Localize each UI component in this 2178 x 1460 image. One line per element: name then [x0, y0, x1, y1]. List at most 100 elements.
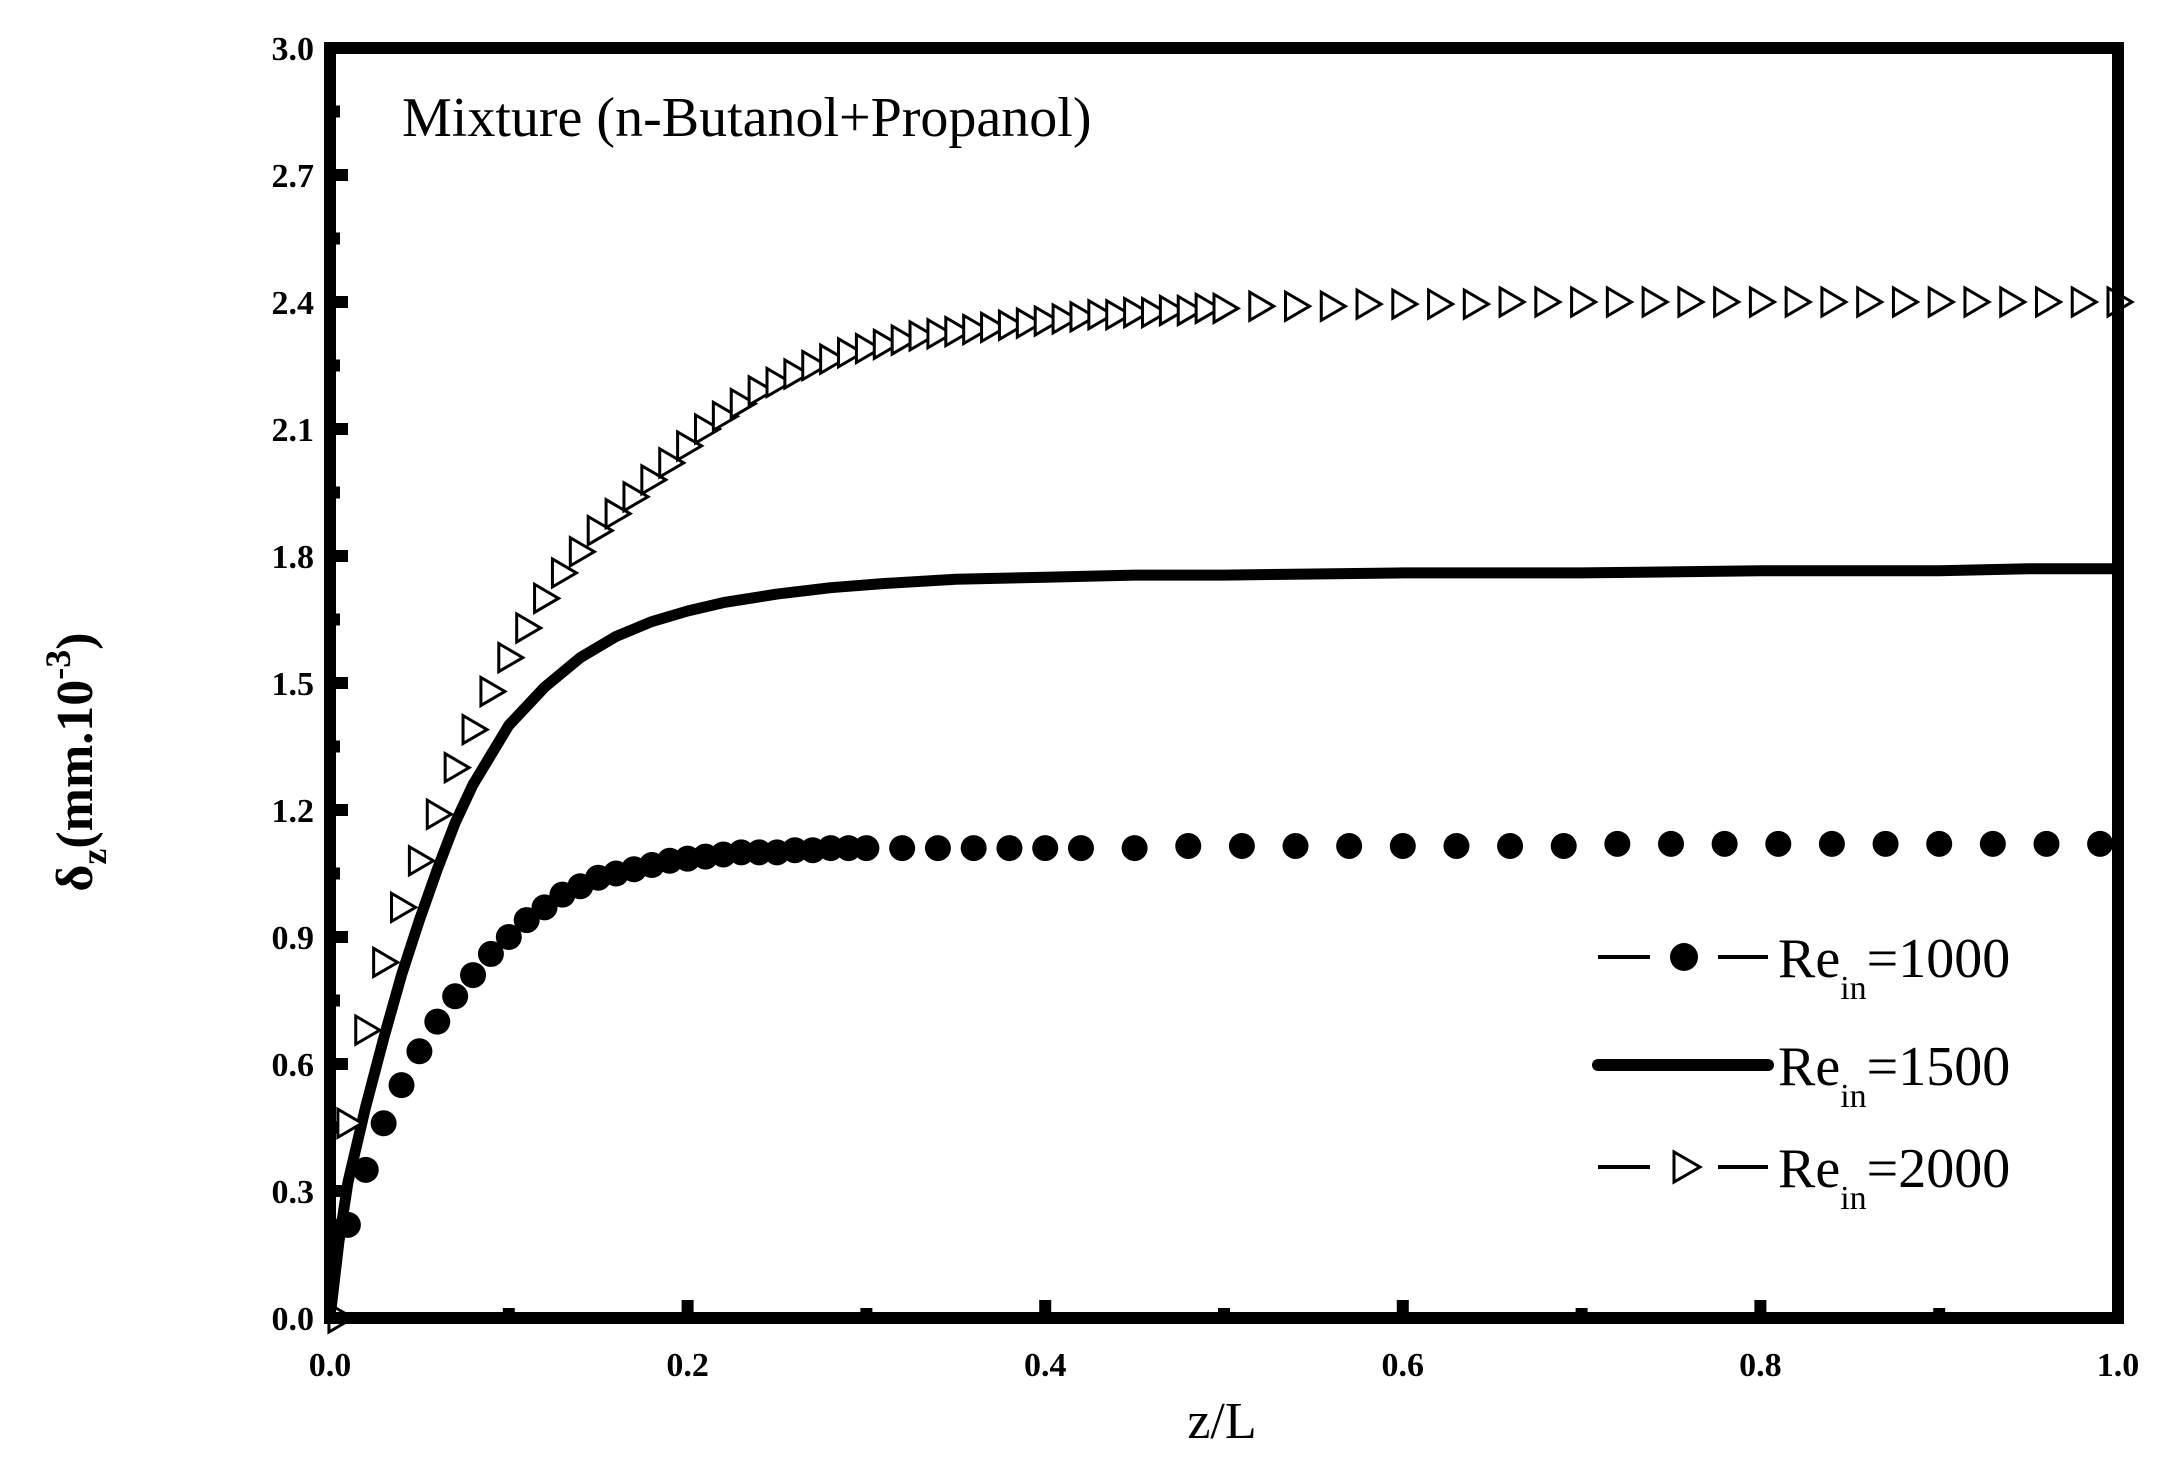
data-point: [388, 1072, 415, 1099]
data-point: [962, 312, 991, 347]
legend-label: Rein=1500: [1778, 1036, 2010, 1115]
data-point: [1534, 285, 1563, 319]
x-tick-label: 0.0: [309, 1347, 352, 1384]
data-point: [461, 712, 491, 747]
data-point: [1713, 285, 1742, 319]
data-point: [2070, 285, 2100, 319]
data-point: [854, 331, 884, 366]
legend-label: Rein=2000: [1778, 1138, 2010, 1217]
data-point: [1443, 832, 1470, 859]
series-re-in-1500: [324, 563, 2124, 1324]
data-point: [1427, 287, 1456, 321]
data-point: [889, 835, 916, 862]
data-point: [1176, 293, 1206, 328]
data-point: [1604, 830, 1631, 857]
legend-label-main: Re: [1778, 1138, 1840, 1200]
data-point: [1963, 285, 1992, 319]
data-point: [872, 327, 902, 361]
data-point: [1927, 285, 1957, 319]
data-point: [1641, 285, 1671, 319]
data-point: [765, 365, 794, 400]
data-point: [1711, 830, 1738, 857]
data-point: [479, 674, 508, 709]
data-point: [997, 308, 1027, 342]
data-point: [533, 581, 562, 615]
data-point: [390, 890, 419, 924]
y-tick-label: 0.0: [272, 1301, 315, 1338]
data-point: [443, 751, 473, 785]
x-tick-label: 0.2: [666, 1347, 709, 1384]
legend-item: Rein=1500: [1592, 1036, 2010, 1115]
data-point: [1979, 830, 2006, 857]
data-point: [1765, 830, 1792, 857]
x-axis-title: z/L: [1187, 1393, 1256, 1450]
y-axis-title: δz(mm.10-3): [38, 632, 114, 891]
y-tick-label: 2.7: [272, 158, 315, 195]
y-axis-title-main: δ: [47, 865, 104, 892]
legend-label-rest: =1500: [1867, 1036, 2011, 1098]
data-point: [1319, 289, 1349, 323]
chart-annotation: Mixture (n-Butanol+Propanol): [402, 87, 1091, 149]
y-tick-label: 2.1: [272, 412, 315, 449]
y-tick-label: 2.4: [272, 285, 315, 322]
data-point: [406, 1038, 433, 1065]
data-point: [729, 386, 759, 421]
data-point: [1498, 285, 1528, 319]
x-tick-label: 0.8: [1739, 1347, 1782, 1384]
data-point: [817, 835, 844, 862]
legend-item: Rein=1000: [1598, 928, 2010, 1007]
y-axis-title-superscript: -3: [38, 650, 78, 680]
data-point: [515, 611, 544, 645]
data-point: [908, 319, 938, 353]
x-tick-label: 1.0: [2097, 1347, 2140, 1384]
y-tick-label: 1.8: [272, 539, 315, 576]
data-point: [960, 835, 987, 862]
x-tick-label: 0.4: [1024, 1347, 1067, 1384]
data-point: [1891, 285, 1921, 319]
series-re-in-1000: [334, 830, 2114, 1238]
data-point: [1462, 287, 1492, 321]
legend-label-main: Re: [1778, 928, 1840, 990]
data-point: [604, 497, 634, 531]
data-point: [819, 342, 848, 376]
data-point: [568, 535, 598, 569]
data-point: [1872, 830, 1899, 857]
data-point: [336, 1106, 365, 1140]
data-point: [1856, 285, 1885, 319]
data-point: [783, 357, 812, 391]
data-point: [2033, 830, 2060, 857]
series-layer: [324, 285, 2135, 1335]
data-point: [693, 412, 723, 446]
data-point: [1069, 300, 1098, 334]
data-point: [1389, 832, 1416, 859]
series-re-in-2000: [327, 285, 2135, 1335]
data-point: [1820, 285, 1849, 319]
data-point: [622, 480, 651, 514]
data-point: [1032, 835, 1059, 862]
data-point: [352, 1156, 379, 1183]
data-point: [442, 983, 469, 1010]
legend-item: Rein=2000: [1598, 1138, 2010, 1217]
legend-label-rest: =1000: [1867, 928, 2011, 990]
data-point: [801, 348, 830, 383]
data-point: [924, 835, 951, 862]
data-point: [1087, 298, 1116, 332]
data-point: [1550, 832, 1577, 859]
data-point: [1605, 285, 1635, 319]
data-point: [746, 839, 773, 866]
data-point: [1248, 289, 1277, 323]
legend-marker: [1670, 943, 1698, 971]
legend-marker: [1672, 1149, 1704, 1185]
data-point: [781, 837, 808, 864]
y-axis-title-subscript: z: [74, 849, 114, 865]
data-point: [640, 463, 669, 497]
data-point: [1105, 298, 1134, 332]
data-point: [1748, 285, 1778, 319]
data-point: [1677, 285, 1706, 319]
data-point: [425, 797, 455, 831]
legend-label-sub: in: [1840, 970, 1866, 1007]
y-axis-ticks: 0.0 0.3 0.6 0.9 1.2 1.5 1.8 2.1 2.4 2.7 3.0: [272, 31, 348, 1338]
data-point: [1212, 291, 1241, 325]
data-point: [835, 835, 862, 862]
data-point: [1033, 304, 1063, 338]
